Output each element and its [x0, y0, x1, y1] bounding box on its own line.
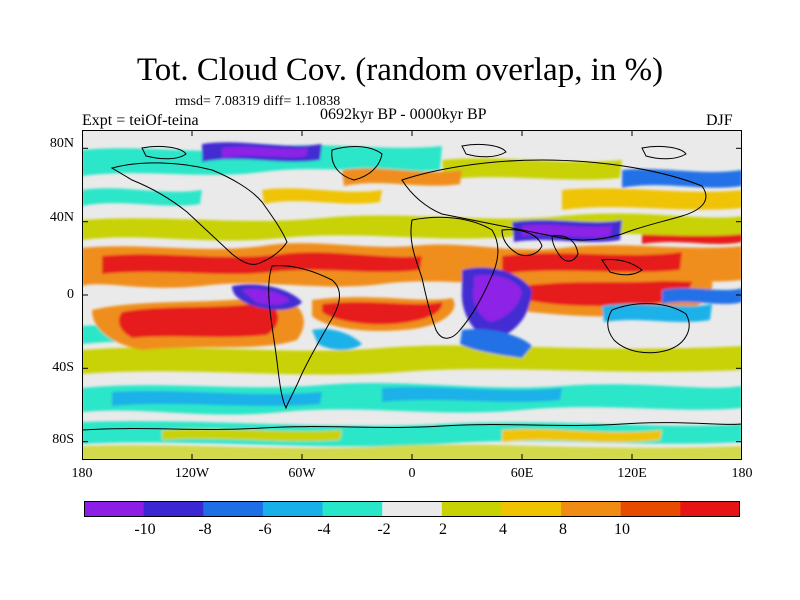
colorbar-label: 4 — [499, 521, 507, 538]
x-tick-label: 120W — [174, 466, 210, 481]
colorbar-swatch — [561, 501, 622, 517]
x-tick-label: 120E — [617, 466, 647, 481]
colorbar-label: 2 — [439, 521, 447, 538]
colorbar-label: -10 — [134, 521, 156, 538]
y-tick-label: 40N — [49, 210, 74, 225]
x-tick-label: 60W — [288, 466, 316, 481]
colorbar-swatch — [382, 501, 443, 517]
y-tick-label: 0 — [67, 287, 74, 302]
cloud-cover-map — [82, 130, 742, 460]
y-tick-label: 80N — [49, 136, 74, 151]
colorbar-swatch — [143, 501, 204, 517]
colorbar-swatch — [680, 501, 740, 517]
colorbar-swatch — [84, 501, 145, 517]
colorbar-label: -2 — [377, 521, 391, 538]
colorbar-swatch — [441, 501, 502, 517]
colorbar-swatch — [620, 501, 681, 517]
colorbar-swatch — [203, 501, 264, 517]
colorbar-label: 10 — [614, 521, 630, 538]
colorbar-label: -8 — [198, 521, 212, 538]
y-tick-label: 40S — [52, 360, 74, 375]
colorbar — [84, 501, 740, 517]
stats-text: rmsd= 7.08319 diff= 1.10838 — [175, 94, 341, 109]
colorbar-label: -4 — [317, 521, 331, 538]
x-tick-label: 0 — [408, 466, 416, 481]
map-title: Tot. Cloud Cov. (random overlap, in %) — [136, 52, 664, 88]
colorbar-swatch — [501, 501, 562, 517]
colorbar-swatch — [262, 501, 324, 517]
contour-fill — [82, 130, 742, 460]
coastlines — [82, 143, 742, 431]
x-tick-label: 180 — [731, 466, 753, 481]
colorbar-label: 8 — [559, 521, 567, 538]
season-label: DJF — [706, 112, 733, 129]
map-frame — [82, 130, 742, 460]
colorbar-label: -6 — [258, 521, 272, 538]
x-tick-label: 180 — [71, 466, 93, 481]
period-label: 0692kyr BP - 0000kyr BP — [320, 106, 487, 123]
y-tick-label: 80S — [52, 432, 74, 447]
colorbar-swatch — [322, 501, 383, 517]
x-tick-label: 60E — [510, 466, 534, 481]
experiment-label: Expt = teiOf-teina — [82, 112, 199, 129]
